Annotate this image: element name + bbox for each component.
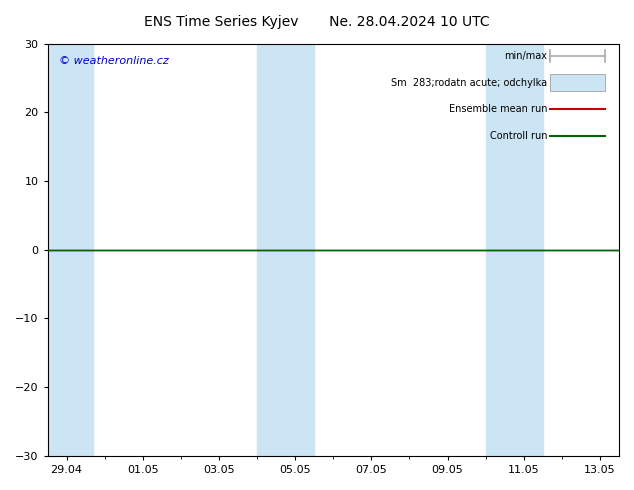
Bar: [48, 44, 93, 456]
Text: Sm  283;rodatn acute; odchylka: Sm 283;rodatn acute; odchylka: [391, 78, 548, 88]
Text: Ensemble mean run: Ensemble mean run: [449, 104, 548, 115]
Bar: [257, 44, 314, 456]
Bar: [486, 44, 543, 456]
Text: min/max: min/max: [505, 51, 548, 61]
Text: ENS Time Series Kyjev       Ne. 28.04.2024 10 UTC: ENS Time Series Kyjev Ne. 28.04.2024 10 …: [144, 15, 490, 29]
Text: © weatheronline.cz: © weatheronline.cz: [59, 56, 169, 66]
Text: Controll run: Controll run: [490, 131, 548, 141]
Bar: [550, 74, 605, 91]
